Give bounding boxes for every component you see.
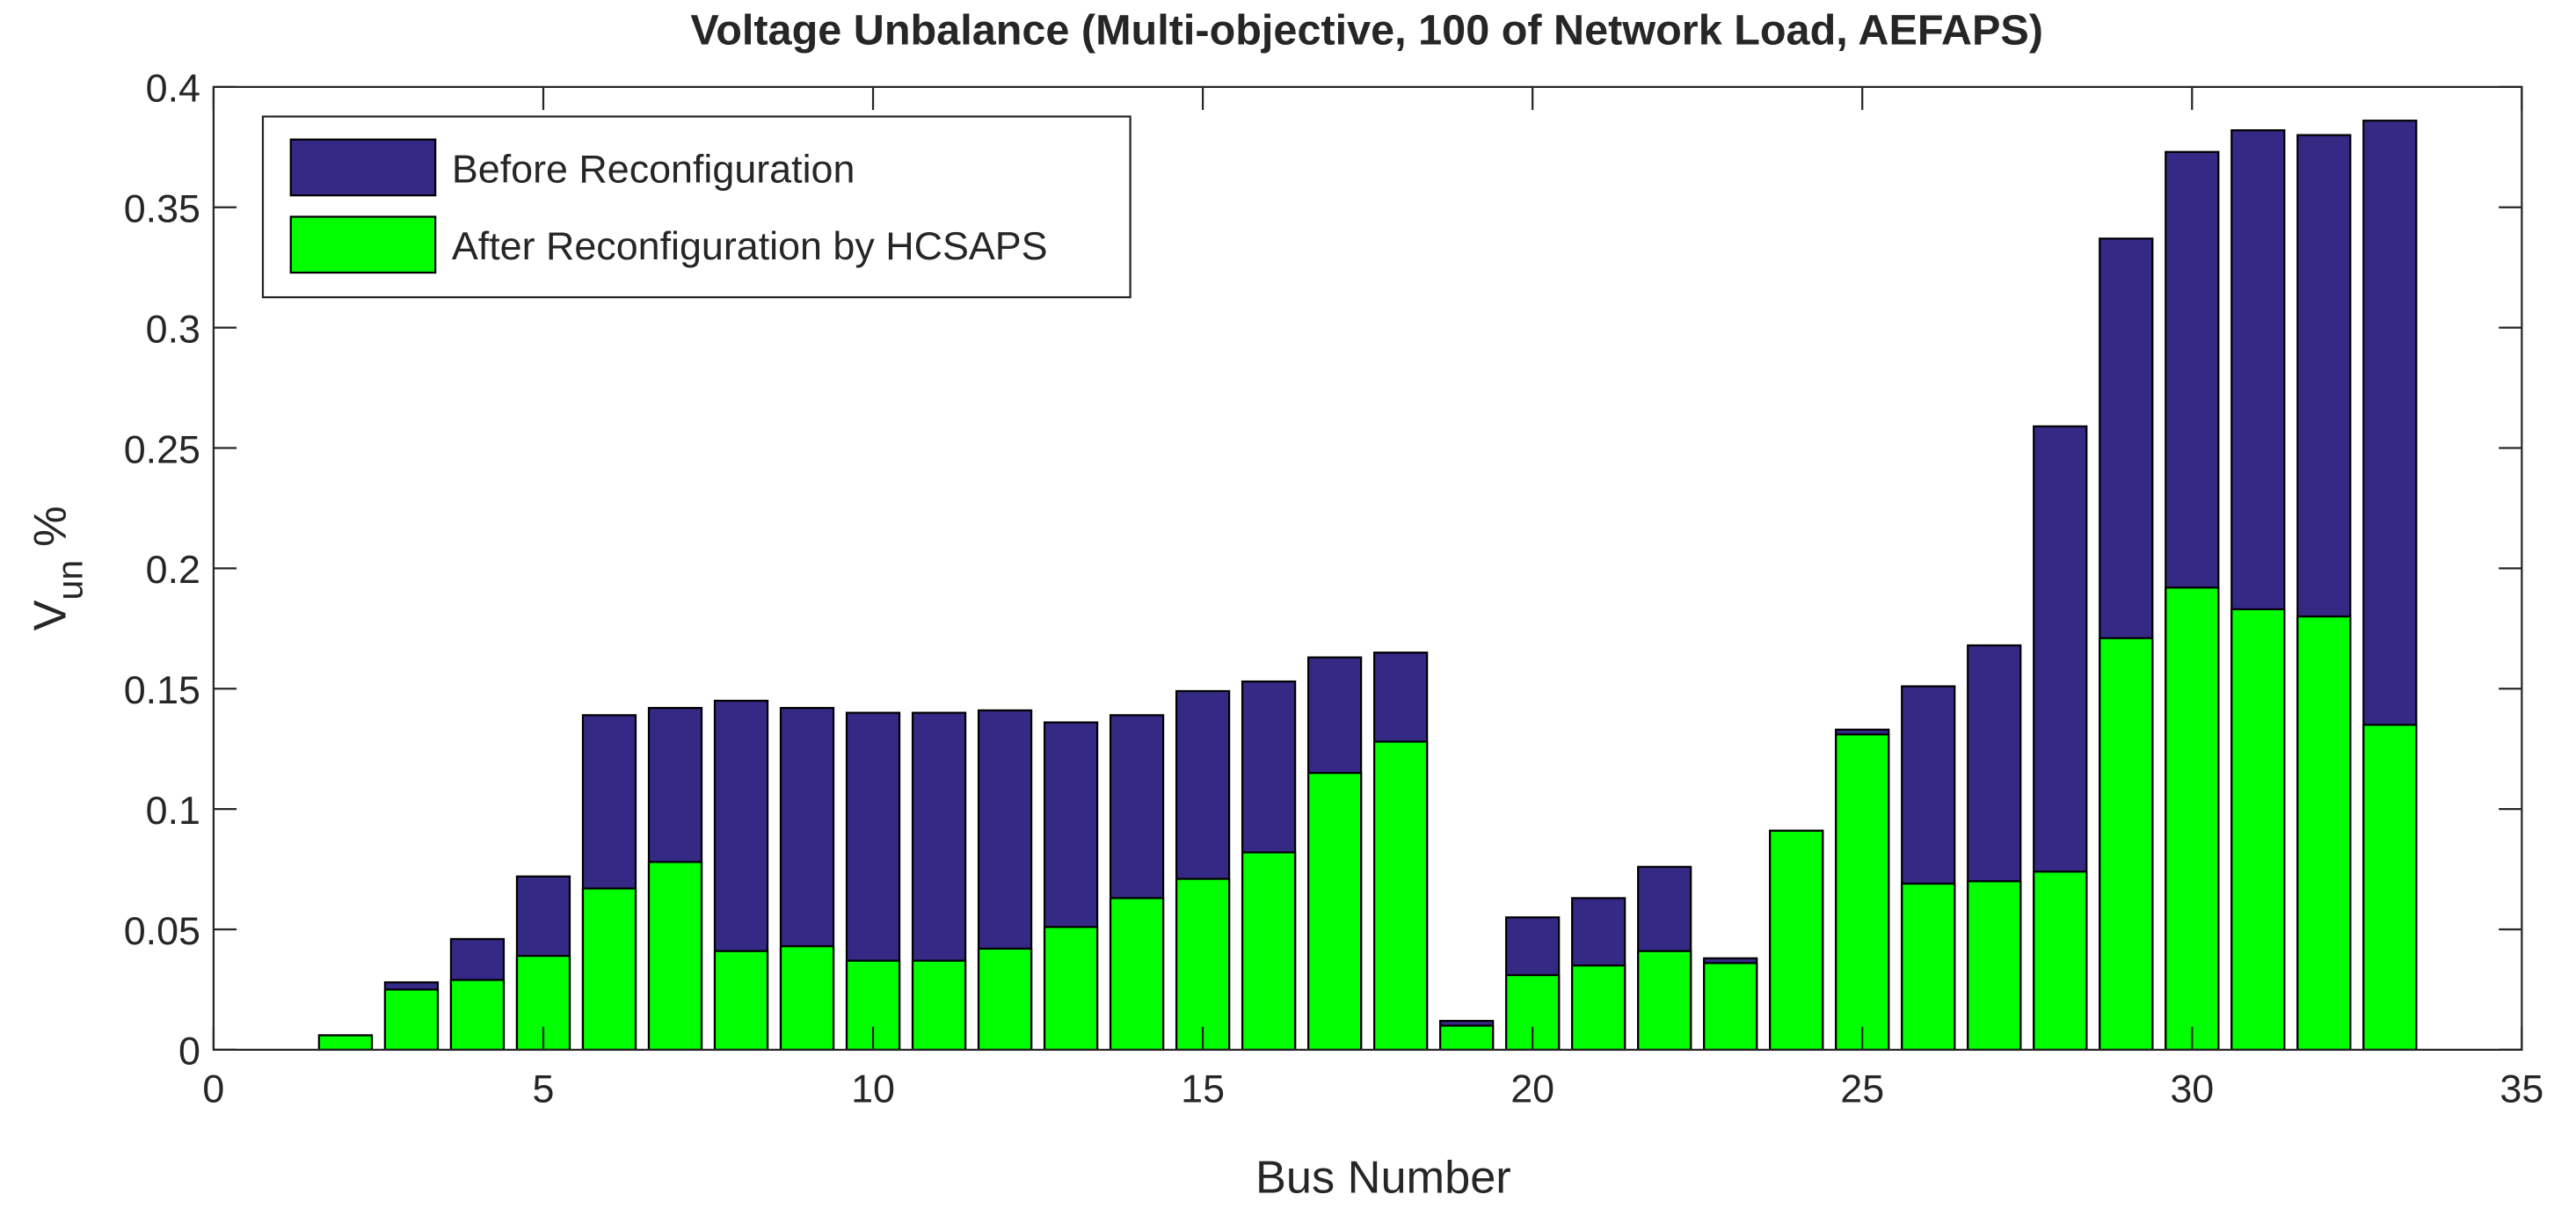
y-tick-label: 0.2 [146, 547, 200, 592]
chart-title: Voltage Unbalance (Multi-objective, 100 … [690, 6, 2043, 54]
y-tick-label: 0.15 [124, 667, 200, 712]
bar [2099, 637, 2154, 1052]
y-label-v: V [25, 600, 76, 630]
y-tick-label: 0.05 [124, 908, 200, 953]
x-axis-label: Bus Number [1255, 1152, 1511, 1203]
bar [1703, 962, 1758, 1052]
x-tick-label: 10 [851, 1067, 895, 1111]
bar [977, 947, 1033, 1052]
bar [581, 887, 637, 1052]
bar [1967, 880, 2022, 1052]
bar [1637, 950, 1692, 1052]
x-tick-label: 20 [1510, 1067, 1554, 1111]
y-axis-label: Vun% [25, 506, 91, 630]
y-tick-label: 0.25 [124, 426, 200, 471]
bar [713, 950, 769, 1052]
bar [911, 959, 967, 1052]
y-label-unit: % [25, 506, 76, 547]
legend-label: After Reconfiguration by HCSAPS [452, 223, 1048, 268]
bar [2362, 724, 2418, 1052]
bar [779, 945, 835, 1052]
legend-label: Before Reconfiguration [452, 146, 855, 191]
legend-swatch [289, 215, 437, 274]
bar [1175, 878, 1231, 1052]
bar [449, 979, 506, 1052]
bar [1901, 882, 1956, 1052]
y-tick-label: 0.4 [146, 66, 200, 111]
bar [1769, 829, 1824, 1052]
bar [383, 988, 440, 1052]
bar [1571, 964, 1626, 1052]
y-tick-label: 0.3 [146, 306, 200, 351]
x-tick-label: 25 [1840, 1067, 1884, 1111]
x-tick-label: 0 [202, 1067, 224, 1111]
legend: Before Reconfiguration After Reconfigurat… [261, 115, 1132, 299]
bar [1373, 740, 1429, 1052]
bar [2230, 608, 2286, 1052]
bar [1306, 771, 1363, 1052]
bar [647, 861, 703, 1052]
bar [1241, 851, 1297, 1052]
y-label-main: Vun% [25, 506, 91, 630]
y-tick-label: 0.1 [146, 788, 200, 833]
bar [1109, 897, 1165, 1052]
y-tick-label: 0 [178, 1029, 200, 1074]
x-tick-label: 5 [533, 1067, 555, 1111]
legend-swatch [289, 138, 437, 197]
bar [317, 1034, 374, 1052]
bar [1043, 926, 1099, 1052]
bar [2033, 870, 2088, 1052]
y-label-sub: un [49, 560, 90, 601]
bar [1439, 1024, 1495, 1052]
bar [2165, 586, 2220, 1052]
x-tick-label: 15 [1181, 1067, 1225, 1111]
x-tick-label: 30 [2170, 1067, 2214, 1111]
bar [1835, 733, 1890, 1052]
x-tick-label: 35 [2500, 1067, 2543, 1111]
y-tick-label: 0.35 [124, 186, 200, 231]
bar [2296, 615, 2352, 1052]
bar [845, 959, 901, 1052]
